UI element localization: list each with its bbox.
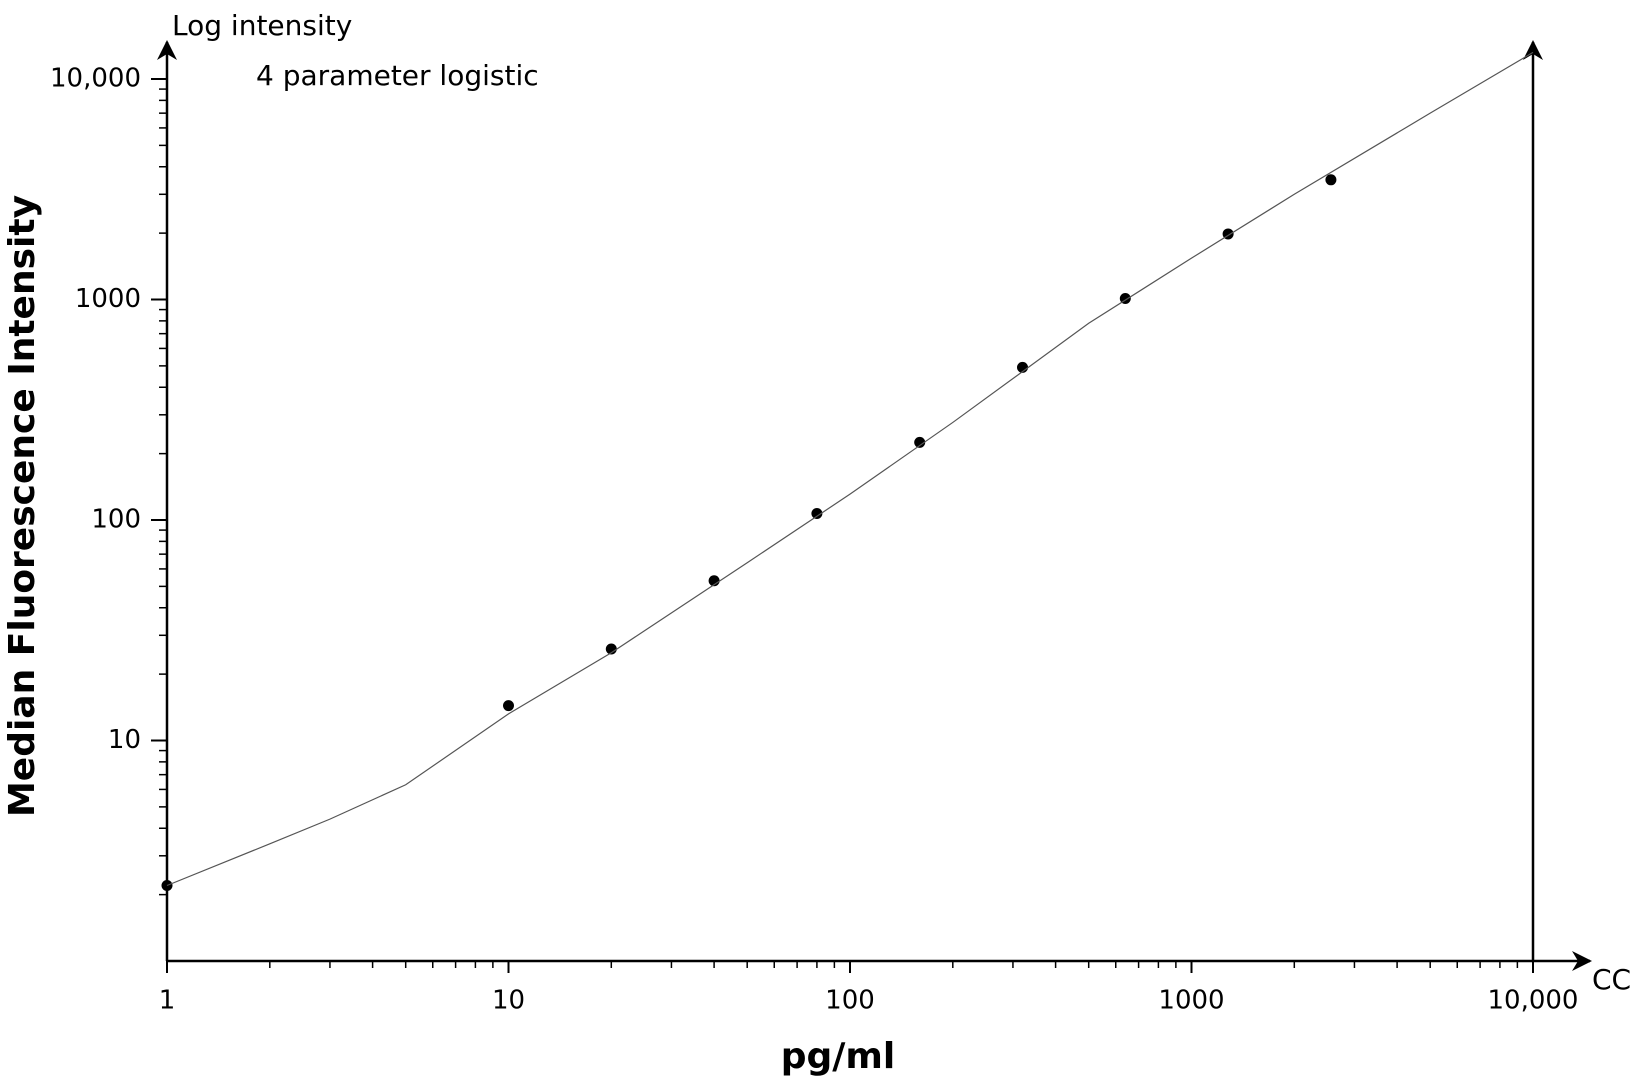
- y-axis-title: Median Fluorescence Intensity: [2, 195, 43, 817]
- x-tick-label: 10: [492, 986, 525, 1016]
- fit-line: [166, 51, 1534, 887]
- y-tick-label: 10: [108, 725, 141, 755]
- data-point: [1325, 174, 1337, 186]
- data-point: [914, 436, 926, 448]
- y-tick-label: 100: [91, 505, 141, 535]
- axis-end-label: CC: [1592, 963, 1631, 996]
- x-tick-label: 10,000: [1488, 986, 1579, 1016]
- data-point: [811, 508, 823, 520]
- annotation: 4 parameter logistic: [256, 59, 539, 92]
- x-tick-label: 1000: [1158, 986, 1224, 1016]
- x-tick-label: 100: [825, 986, 875, 1016]
- y-axis-top-title: Log intensity: [172, 9, 352, 42]
- x-tick-label: 1: [159, 986, 176, 1016]
- data-point: [605, 643, 617, 655]
- y-tick-label: 1000: [75, 284, 141, 314]
- y-tick-label: 10,000: [50, 64, 141, 94]
- x-axis-title: pg/ml: [781, 1036, 896, 1077]
- data-point: [503, 700, 514, 712]
